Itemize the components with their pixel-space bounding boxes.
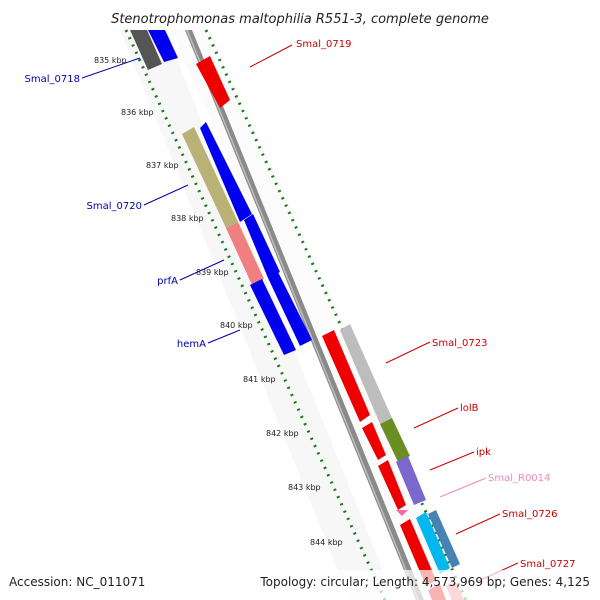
gene-smal-0724[interactable] (362, 422, 386, 460)
scale-line-left (124, 29, 387, 600)
gene-hemA[interactable] (250, 279, 296, 355)
accession-text: Accession: NC_011071 (9, 575, 145, 589)
leader-smal-0719 (249, 44, 293, 68)
gene-smal-0723a[interactable] (322, 330, 370, 422)
leader-lines (81, 44, 519, 583)
gene-label-smal-0719[interactable]: Smal_0719 (296, 39, 351, 50)
gene-smal-0720[interactable] (182, 127, 238, 228)
gene-smal-0721[interactable] (200, 122, 252, 222)
tick-label: 837 kbp (146, 161, 179, 170)
gene-lolB[interactable] (380, 418, 410, 462)
leader-smal-0720 (143, 184, 189, 206)
reverse-track-band (120, 30, 395, 600)
kbp-tick-labels: 835 kbp 836 kbp 837 kbp 838 kbp 839 kbp … (94, 56, 343, 547)
tick-label: 835 kbp (94, 56, 127, 65)
topology-text: Topology: circular; Length: 4,573,969 bp… (259, 575, 590, 589)
gene-label-prfA[interactable]: prfA (157, 276, 178, 287)
leader-smal-0718 (81, 57, 141, 79)
gene-name-labels: Smal_0719 Smal_0718 Smal_0720 prfA hemA … (25, 39, 576, 570)
scale-line-right (204, 29, 468, 600)
gene-smal-0723[interactable] (340, 324, 392, 424)
tick-label: 843 kbp (288, 483, 321, 492)
tick-label: 844 kbp (310, 538, 343, 547)
gene-smal-0726a[interactable] (400, 519, 436, 586)
tick-label: 836 kbp (121, 108, 154, 117)
gene-smal-0719[interactable] (196, 56, 230, 108)
gene-label-smal-0718[interactable]: Smal_0718 (25, 74, 80, 85)
tick-label: 839 kbp (196, 268, 229, 277)
gene-label-lolB[interactable]: lolB (460, 403, 479, 414)
leader-hemA (207, 329, 241, 344)
gene-hemA-b[interactable] (268, 272, 312, 346)
gene-smal-0726[interactable] (416, 512, 450, 574)
gene-label-smal-R0014[interactable]: Smal_R0014 (488, 473, 550, 484)
leader-smal-0723 (385, 341, 431, 364)
leader-lolB (413, 407, 459, 429)
gene-smal-0718[interactable] (148, 30, 178, 62)
tick-label: 838 kbp (171, 214, 204, 223)
gene-smal-0726b[interactable] (428, 510, 460, 568)
reverse-genes (130, 30, 312, 355)
map-title: Stenotrophomonas maltophilia R551-3, com… (111, 12, 489, 27)
gene-smal-0717[interactable] (130, 30, 162, 70)
gene-label-smal-0726[interactable]: Smal_0726 (502, 509, 557, 520)
gene-smal-0725[interactable] (378, 460, 406, 510)
leader-prfA (179, 259, 225, 281)
tick-label: 840 kbp (220, 321, 253, 330)
backbone-highlight (186, 29, 419, 600)
leader-smal-R0014 (439, 477, 487, 498)
gene-smal-R0014[interactable] (396, 510, 408, 516)
gene-ipk[interactable] (396, 456, 426, 505)
gene-label-smal-0723[interactable]: Smal_0723 (432, 338, 487, 349)
tick-label: 841 kbp (243, 375, 276, 384)
gene-prfA[interactable] (226, 222, 264, 285)
gene-prfA-b[interactable] (244, 214, 280, 278)
gene-label-smal-0720[interactable]: Smal_0720 (87, 201, 142, 212)
gene-label-smal-0727[interactable]: Smal_0727 (520, 559, 575, 570)
leader-ipk (429, 451, 475, 471)
footer-backdrop (0, 570, 600, 600)
tick-label: 842 kbp (266, 429, 299, 438)
gene-label-ipk[interactable]: ipk (476, 447, 491, 458)
leader-smal-0726 (455, 513, 501, 535)
gene-label-hemA[interactable]: hemA (177, 339, 206, 350)
